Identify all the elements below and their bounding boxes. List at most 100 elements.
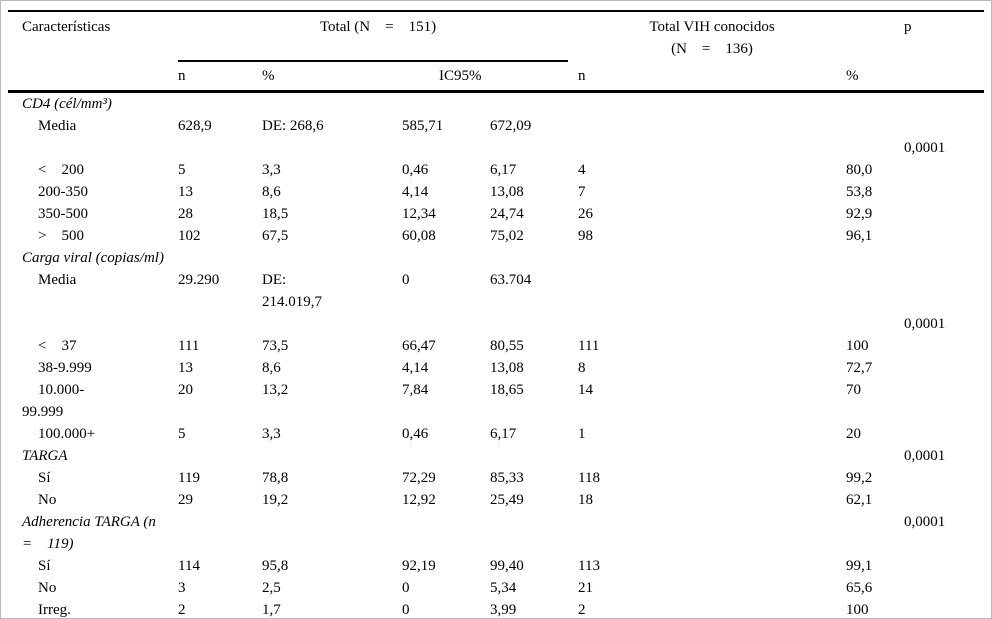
cell-pct-total: 2,5: [262, 580, 281, 596]
table-row: 100.000+ 5 3,3 0,46 6,17 1 20: [8, 423, 984, 445]
header-p: p: [904, 19, 912, 35]
table-row: CD4 (cél/mm³): [8, 92, 984, 116]
cell-n-vih: 18: [578, 492, 594, 508]
subheader-ic95: IC95%: [439, 68, 482, 84]
cell-n-total: [178, 445, 262, 467]
row-label: [8, 313, 178, 335]
cell-ic95-low: 0,46: [402, 426, 429, 442]
row-label: < 37: [38, 338, 77, 354]
subheader-n-total: n: [178, 68, 186, 84]
table-row: 0,0001: [8, 137, 984, 159]
row-label: CD4 (cél/mm³): [22, 96, 112, 112]
cell-pct-vih: 100: [846, 338, 869, 354]
cell-n-vih: [578, 247, 846, 269]
cell-p-value: [902, 115, 984, 137]
cell-n-vih: [578, 137, 846, 159]
cell-n-total: 119: [178, 470, 200, 486]
table-row: 200-350 13 8,6 4,14 13,08 7 53,8: [8, 181, 984, 203]
cell-ic95-low: [402, 137, 490, 159]
table-row: > 500 102 67,5 60,08 75,02 98 96,1: [8, 225, 984, 247]
table-row: Irreg. 2 1,7 0 3,99 2 100: [8, 599, 984, 618]
cell-p-value: [902, 467, 984, 489]
cell-pct-total: DE: 214.019,7: [262, 272, 322, 310]
cell-ic95-low: [402, 247, 490, 269]
cell-p-value: [902, 203, 984, 225]
cell-pct-vih: 80,0: [846, 162, 873, 178]
row-label: No: [38, 580, 57, 596]
cell-pct-total: 8,6: [262, 360, 281, 376]
cell-ic95-high: 672,09: [490, 118, 532, 134]
cell-ic95-high: [490, 92, 578, 116]
header-group-vih: Total VIH conocidos (N = 136): [649, 19, 775, 57]
cell-n-total: 111: [178, 338, 200, 354]
cell-pct-total: [262, 445, 402, 467]
cell-p-value: [902, 247, 984, 269]
table-row: Carga viral (copias/ml): [8, 247, 984, 269]
table-row: Media 29.290 DE: 214.019,7 0 63.704: [8, 269, 984, 313]
cell-ic95-low: 12,34: [402, 206, 436, 222]
header-partial-rule-row: [8, 60, 984, 62]
cell-n-vih: [578, 511, 846, 555]
cell-ic95-low: [402, 313, 490, 335]
cell-p-value: [902, 159, 984, 181]
characteristics-table: Características Total (N = 151) Total VI…: [8, 10, 985, 618]
cell-ic95-high: 3,99: [490, 602, 517, 618]
row-label: 100.000+: [38, 426, 96, 442]
table-row: TARGA 0,0001: [8, 445, 984, 467]
table-row: Media 628,9 DE: 268,6 585,71 672,09: [8, 115, 984, 137]
cell-pct-vih: [846, 247, 902, 269]
cell-pct-vih: [846, 313, 902, 335]
cell-n-vih: 26: [578, 206, 594, 222]
cell-n-total: [178, 137, 262, 159]
cell-pct-total: 78,8: [262, 470, 289, 486]
cell-p-value: [902, 269, 984, 313]
table-row: < 200 5 3,3 0,46 6,17 4 80,0: [8, 159, 984, 181]
cell-pct-total: 13,2: [262, 382, 289, 398]
row-label: < 200: [38, 162, 84, 178]
cell-n-total: [178, 92, 262, 116]
row-label: TARGA: [22, 448, 68, 464]
cell-ic95-low: 0,46: [402, 162, 429, 178]
cell-pct-total: 95,8: [262, 558, 289, 574]
cell-ic95-high: 13,08: [490, 184, 524, 200]
cell-n-vih: 7: [578, 184, 586, 200]
cell-n-total: 13: [178, 360, 193, 376]
cell-p-value: 0,0001: [904, 448, 946, 464]
table-header: Características Total (N = 151) Total VI…: [8, 11, 985, 92]
cell-pct-vih: [846, 269, 902, 313]
cell-pct-total: DE: 268,6: [262, 118, 324, 134]
table-row: Sí 119 78,8 72,29 85,33 118 99,2: [8, 467, 984, 489]
cell-n-total: 628,9: [178, 118, 212, 134]
cell-ic95-high: 75,02: [490, 228, 524, 244]
cell-n-vih: [578, 445, 846, 467]
cell-n-vih: 4: [578, 162, 586, 178]
cell-n-total: [178, 247, 262, 269]
cell-n-total: 5: [178, 162, 186, 178]
cell-ic95-high: [490, 137, 578, 159]
subheader-spacer: [902, 62, 984, 92]
cell-n-vih: 111: [578, 338, 600, 354]
row-label: 200-350: [38, 184, 88, 200]
row-label: Irreg.: [38, 602, 71, 618]
cell-ic95-high: 63.704: [490, 272, 532, 288]
table-body: CD4 (cél/mm³) Media 628,9 DE: 268,6 585,…: [8, 92, 984, 618]
row-label: Media: [38, 272, 77, 288]
cell-ic95-high: [490, 511, 578, 555]
cell-n-vih: [578, 92, 846, 116]
cell-n-vih: 21: [578, 580, 594, 596]
cell-n-vih: 2: [578, 602, 586, 618]
cell-n-vih: 1: [578, 426, 586, 442]
cell-ic95-high: 6,17: [490, 162, 517, 178]
cell-ic95-low: 585,71: [402, 118, 444, 134]
cell-pct-total: [262, 247, 402, 269]
row-label: Adherencia TARGA (n = 119): [22, 514, 171, 552]
cell-ic95-low: 0: [402, 272, 410, 288]
cell-ic95-high: 18,65: [490, 382, 524, 398]
cell-n-total: 102: [178, 228, 201, 244]
cell-p-value: [902, 379, 984, 423]
cell-ic95-high: 80,55: [490, 338, 524, 354]
cell-n-total: 3: [178, 580, 186, 596]
cell-n-vih: [578, 269, 846, 313]
row-label: 38-9.999: [38, 360, 92, 376]
